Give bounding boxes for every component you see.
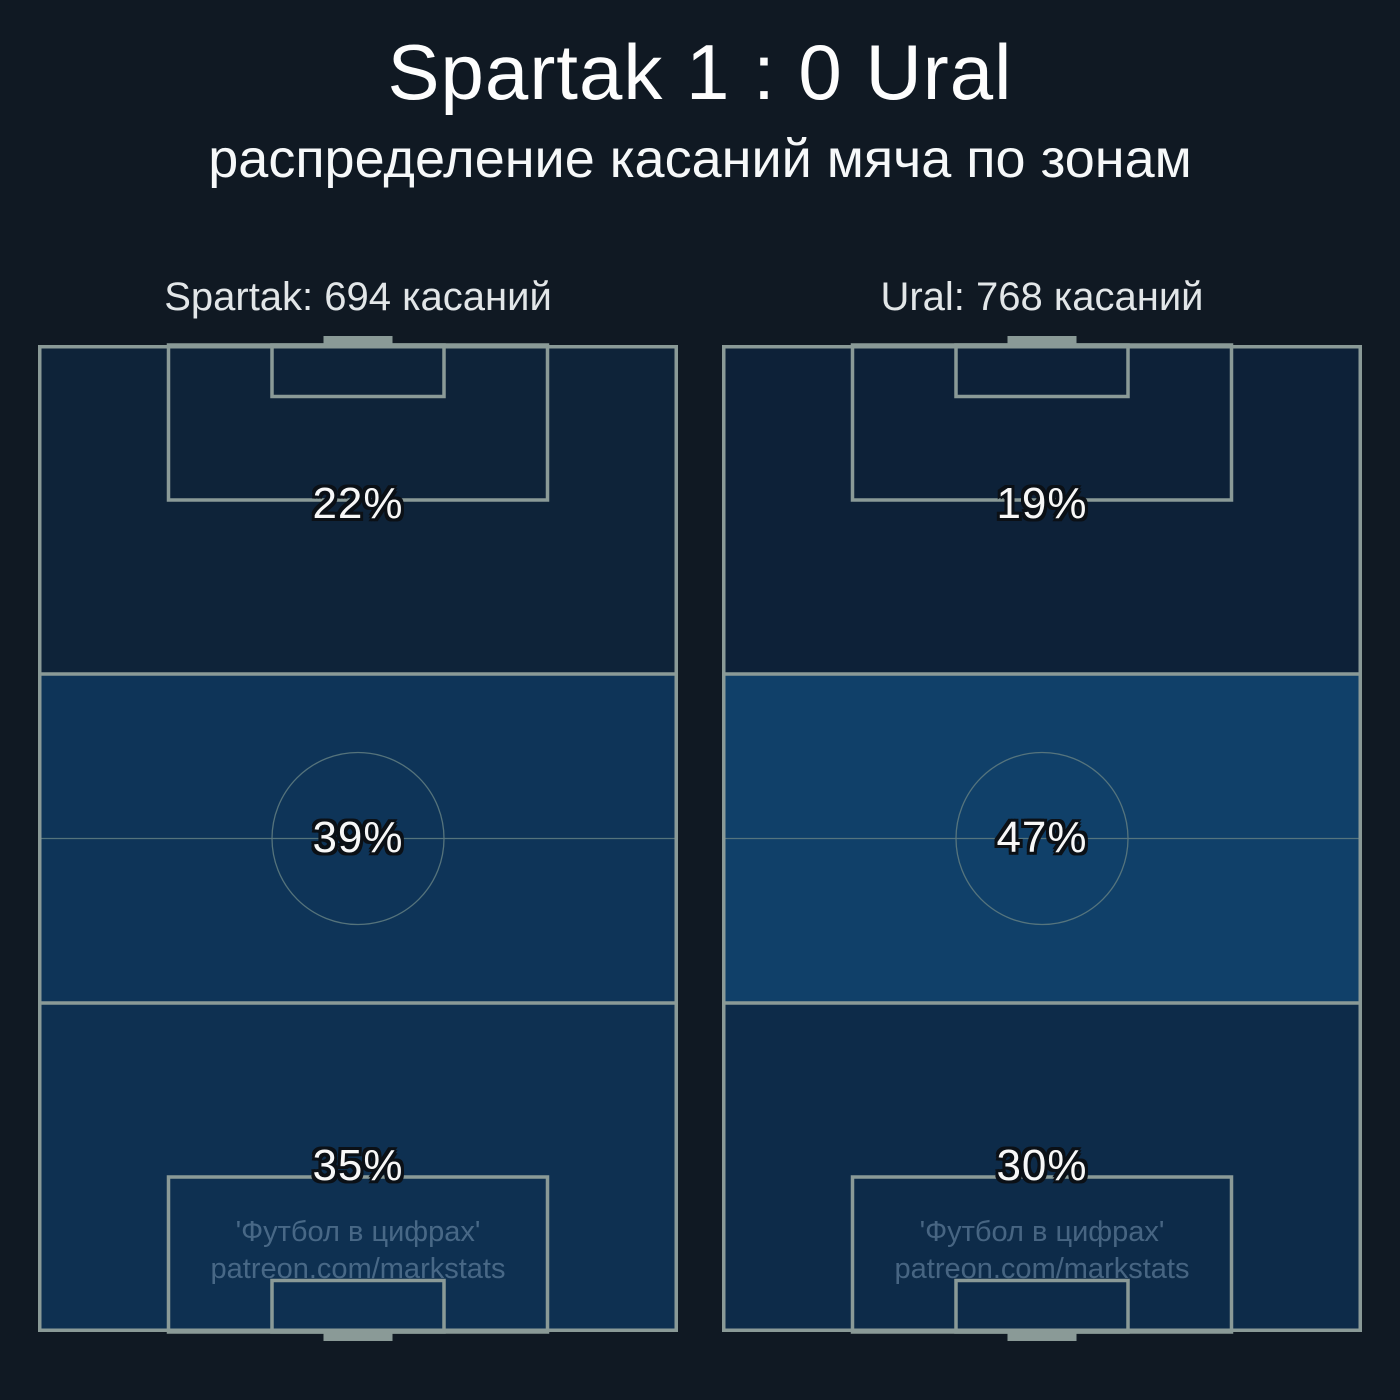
goal-top	[323, 336, 393, 346]
zone-bottom-fill	[722, 1003, 1362, 1332]
match-title: Spartak 1 : 0 Ural	[387, 28, 1013, 116]
goal-bottom	[1007, 1331, 1077, 1341]
team-header-spartak: Spartak: 694 касаний	[164, 275, 552, 319]
zone-bottom-fill	[38, 1003, 678, 1332]
zone-label-bottom: 35%	[312, 1141, 404, 1190]
pitch-spartak-svg	[38, 336, 678, 1341]
watermark-patreon: patreon.com/markstats	[210, 1253, 506, 1285]
zone-label-top: 19%	[996, 479, 1088, 528]
zone-label-top: 22%	[312, 479, 404, 528]
six-yard-box-top	[954, 343, 1130, 399]
zone-label-middle: 39%	[312, 813, 404, 862]
watermark-brand: 'Футбол в цифрах'	[919, 1216, 1165, 1248]
chart-subtitle: распределение касаний мяча по зонам	[208, 129, 1192, 189]
center-circle	[955, 751, 1129, 926]
six-yard-box-bottom	[954, 1278, 1130, 1334]
zone-label-middle: 47%	[996, 813, 1088, 862]
six-yard-box-bottom	[270, 1278, 446, 1334]
six-yard-box-top	[270, 343, 446, 399]
goal-top	[1007, 336, 1077, 346]
zone-top-fill	[38, 345, 678, 674]
center-circle	[271, 751, 445, 926]
goal-bottom	[323, 1331, 393, 1341]
watermark-brand: 'Футбол в цифрах'	[235, 1216, 481, 1248]
team-header-ural: Ural: 768 касаний	[880, 275, 1204, 319]
pitch-ural-svg	[722, 336, 1362, 1341]
pitch-spartak: 22% 39% 35% 'Футбол в цифрах' patreon.co…	[38, 336, 678, 1341]
watermark-patreon: patreon.com/markstats	[894, 1253, 1190, 1285]
zone-top-fill	[722, 345, 1362, 674]
pitch-ural: 19% 47% 30% 'Футбол в цифрах' patreon.co…	[722, 336, 1362, 1341]
zone-label-bottom: 30%	[996, 1141, 1088, 1190]
